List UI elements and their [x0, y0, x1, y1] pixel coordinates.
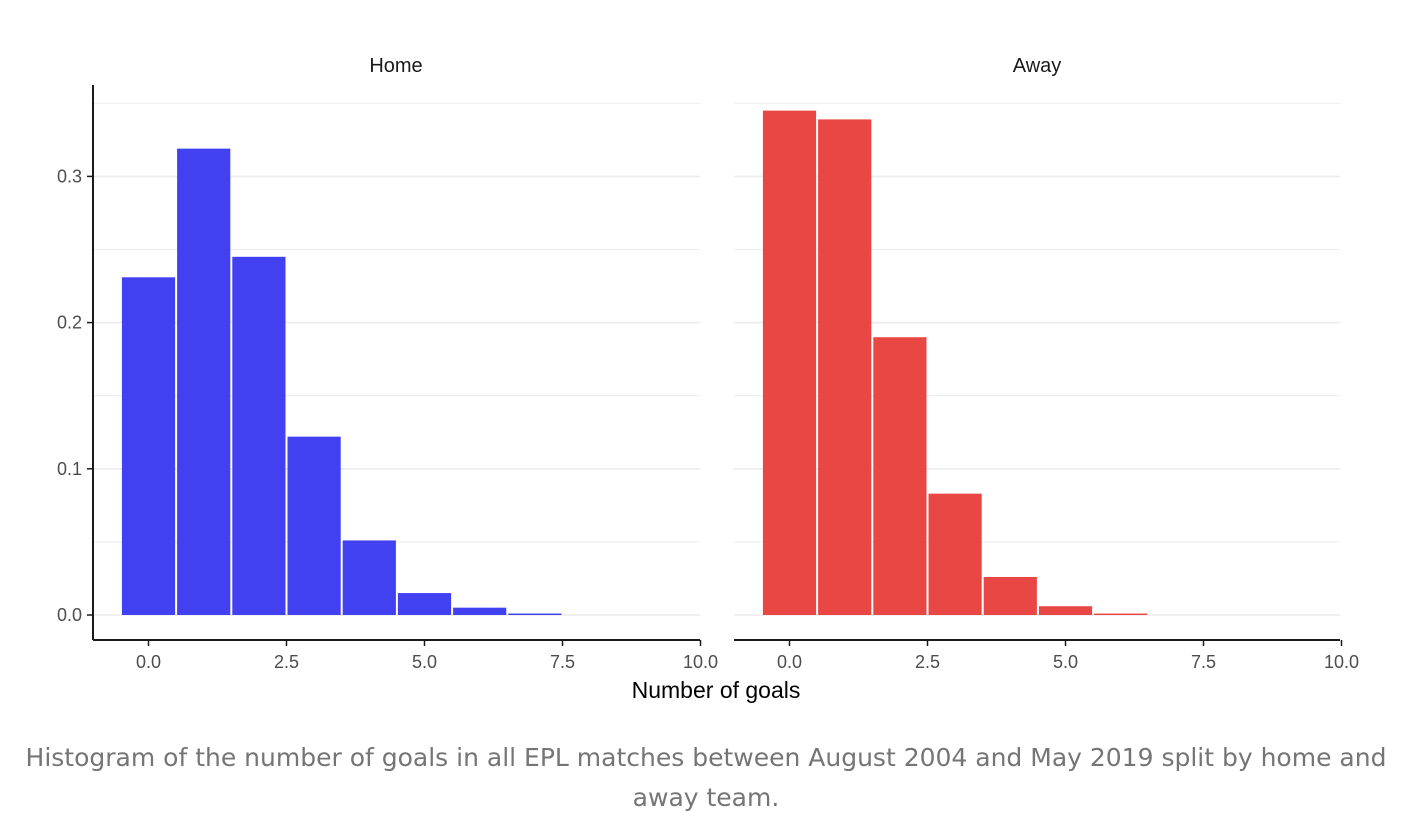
bar: [762, 110, 817, 616]
x-tick-label: 10.0: [1324, 652, 1359, 672]
bar: [818, 119, 872, 616]
y-tick-label: 0.1: [57, 459, 82, 479]
panel-away: Away 0.0 2.5 5.0 7.5 10.0: [734, 55, 1359, 672]
y-tick-label: 0.3: [57, 166, 82, 186]
x-axis-title: Number of goals: [632, 677, 801, 703]
y-tick-label: 0.2: [57, 313, 82, 333]
panel-title-home: Home: [369, 55, 422, 77]
panel-title-away: Away: [1013, 55, 1062, 77]
x-tick-label: 0.0: [777, 652, 802, 672]
bar: [397, 593, 452, 615]
x-tick-label: 5.0: [1053, 652, 1078, 672]
x-tick-label: 5.0: [412, 652, 437, 672]
bar: [508, 613, 562, 615]
bar: [232, 256, 286, 615]
panel-home: Home 0.0 2.5 5.0 7.5 10.0: [93, 55, 718, 672]
bar: [873, 337, 927, 615]
x-tick-label: 0.0: [136, 652, 161, 672]
y-axis: 0.0 0.1 0.2 0.3: [57, 85, 94, 640]
y-tick-label: 0.0: [57, 605, 82, 625]
bar: [121, 277, 176, 615]
bar: [1094, 613, 1148, 615]
bar: [928, 493, 982, 615]
bar: [287, 436, 341, 615]
x-tick-label: 2.5: [274, 652, 299, 672]
bar: [453, 607, 507, 615]
bar: [342, 540, 396, 615]
figure-caption: Histogram of the number of goals in all …: [25, 743, 1387, 812]
histogram-chart: Home 0.0 2.5 5.0 7.5 10.0 Away 0.0 2.5 5.0 7.5 1…: [57, 55, 1359, 703]
bar: [1038, 606, 1093, 615]
x-tick-label: 7.5: [550, 652, 575, 672]
x-tick-label: 10.0: [683, 652, 718, 672]
x-tick-label: 2.5: [915, 652, 940, 672]
x-tick-label: 7.5: [1191, 652, 1216, 672]
bar: [177, 148, 231, 615]
bar: [983, 576, 1037, 615]
